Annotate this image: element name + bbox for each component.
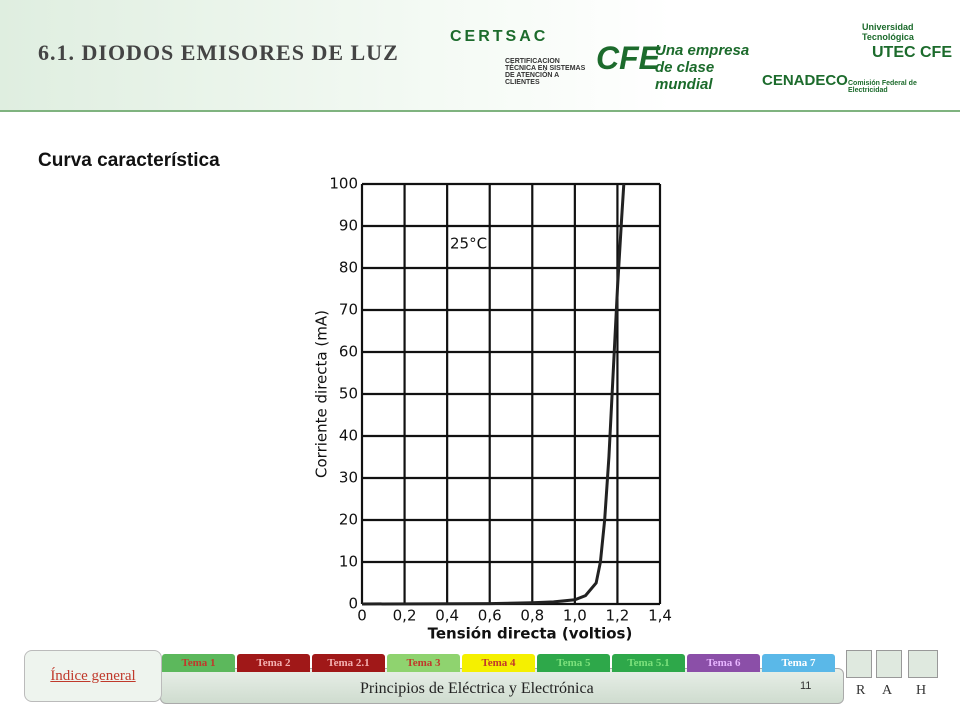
- x-axis-label: Tensión directa (voltios): [428, 625, 633, 643]
- prev-button[interactable]: [846, 650, 872, 678]
- y-tick-label: 10: [339, 553, 358, 571]
- logo: UTEC CFE: [872, 44, 952, 61]
- x-tick-label: 1,0: [563, 607, 587, 625]
- tab[interactable]: Tema 7: [762, 654, 835, 672]
- y-tick-label: 40: [339, 427, 358, 445]
- header-band: [0, 0, 960, 112]
- tab[interactable]: Tema 4: [462, 654, 535, 672]
- x-tick-label: 1,4: [648, 607, 672, 625]
- tab[interactable]: Tema 5.1: [612, 654, 685, 672]
- logo: CFE: [596, 40, 660, 76]
- y-tick-label: 50: [339, 385, 358, 403]
- tab[interactable]: Tema 2.1: [312, 654, 385, 672]
- annotation: 25°C: [450, 235, 487, 253]
- nav-label: R: [856, 683, 866, 698]
- y-tick-label: 80: [339, 259, 358, 277]
- x-tick-label: 0,2: [393, 607, 417, 625]
- x-tick-label: 0,4: [435, 607, 459, 625]
- next-button[interactable]: [876, 650, 902, 678]
- x-tick-label: 0: [357, 607, 367, 625]
- nav-label: A: [882, 683, 893, 698]
- subtitle: Curva característica: [38, 150, 220, 171]
- y-tick-label: 90: [339, 217, 358, 235]
- chart-bg: [300, 168, 692, 650]
- logo-caption: Universidad Tecnológica: [862, 22, 914, 42]
- course-name: Principios de Eléctrica y Electrónica: [360, 680, 594, 697]
- y-axis-label: Corriente directa (mA): [313, 310, 331, 478]
- logo: CERTSAC: [450, 28, 549, 45]
- tab[interactable]: Tema 5: [537, 654, 610, 672]
- x-tick-label: 0,6: [478, 607, 502, 625]
- y-tick-label: 0: [348, 595, 358, 613]
- logo: CENADECO: [762, 72, 848, 89]
- chart: 25°C Tensión directa (voltios) Corriente…: [300, 168, 692, 650]
- y-tick-label: 70: [339, 301, 358, 319]
- y-tick-label: 100: [329, 175, 358, 193]
- curve: [361, 183, 626, 606]
- logo-caption: CERTIFICACION TÉCNICA EN SISTEMAS DE ATE…: [505, 58, 586, 86]
- y-tick-label: 30: [339, 469, 358, 487]
- tab[interactable]: Tema 3: [387, 654, 460, 672]
- home-button[interactable]: [908, 650, 938, 678]
- x-tick-label: 1,2: [605, 607, 629, 625]
- x-tick-label: 0,8: [520, 607, 544, 625]
- y-tick-label: 60: [339, 343, 358, 361]
- index-link[interactable]: Índice general: [24, 650, 162, 702]
- nav-label: H: [916, 683, 927, 698]
- tab[interactable]: Tema 2: [237, 654, 310, 672]
- y-tick-label: 20: [339, 511, 358, 529]
- logo-caption: Comisión Federal de Electricidad: [848, 80, 917, 94]
- logo-caption: Una empresa de clase mundial: [655, 42, 750, 93]
- slide-title: 6.1. DIODOS EMISORES DE LUZ: [38, 40, 399, 65]
- tab[interactable]: Tema 6: [687, 654, 760, 672]
- tab[interactable]: Tema 1: [162, 654, 235, 672]
- page-number: 11: [800, 680, 812, 692]
